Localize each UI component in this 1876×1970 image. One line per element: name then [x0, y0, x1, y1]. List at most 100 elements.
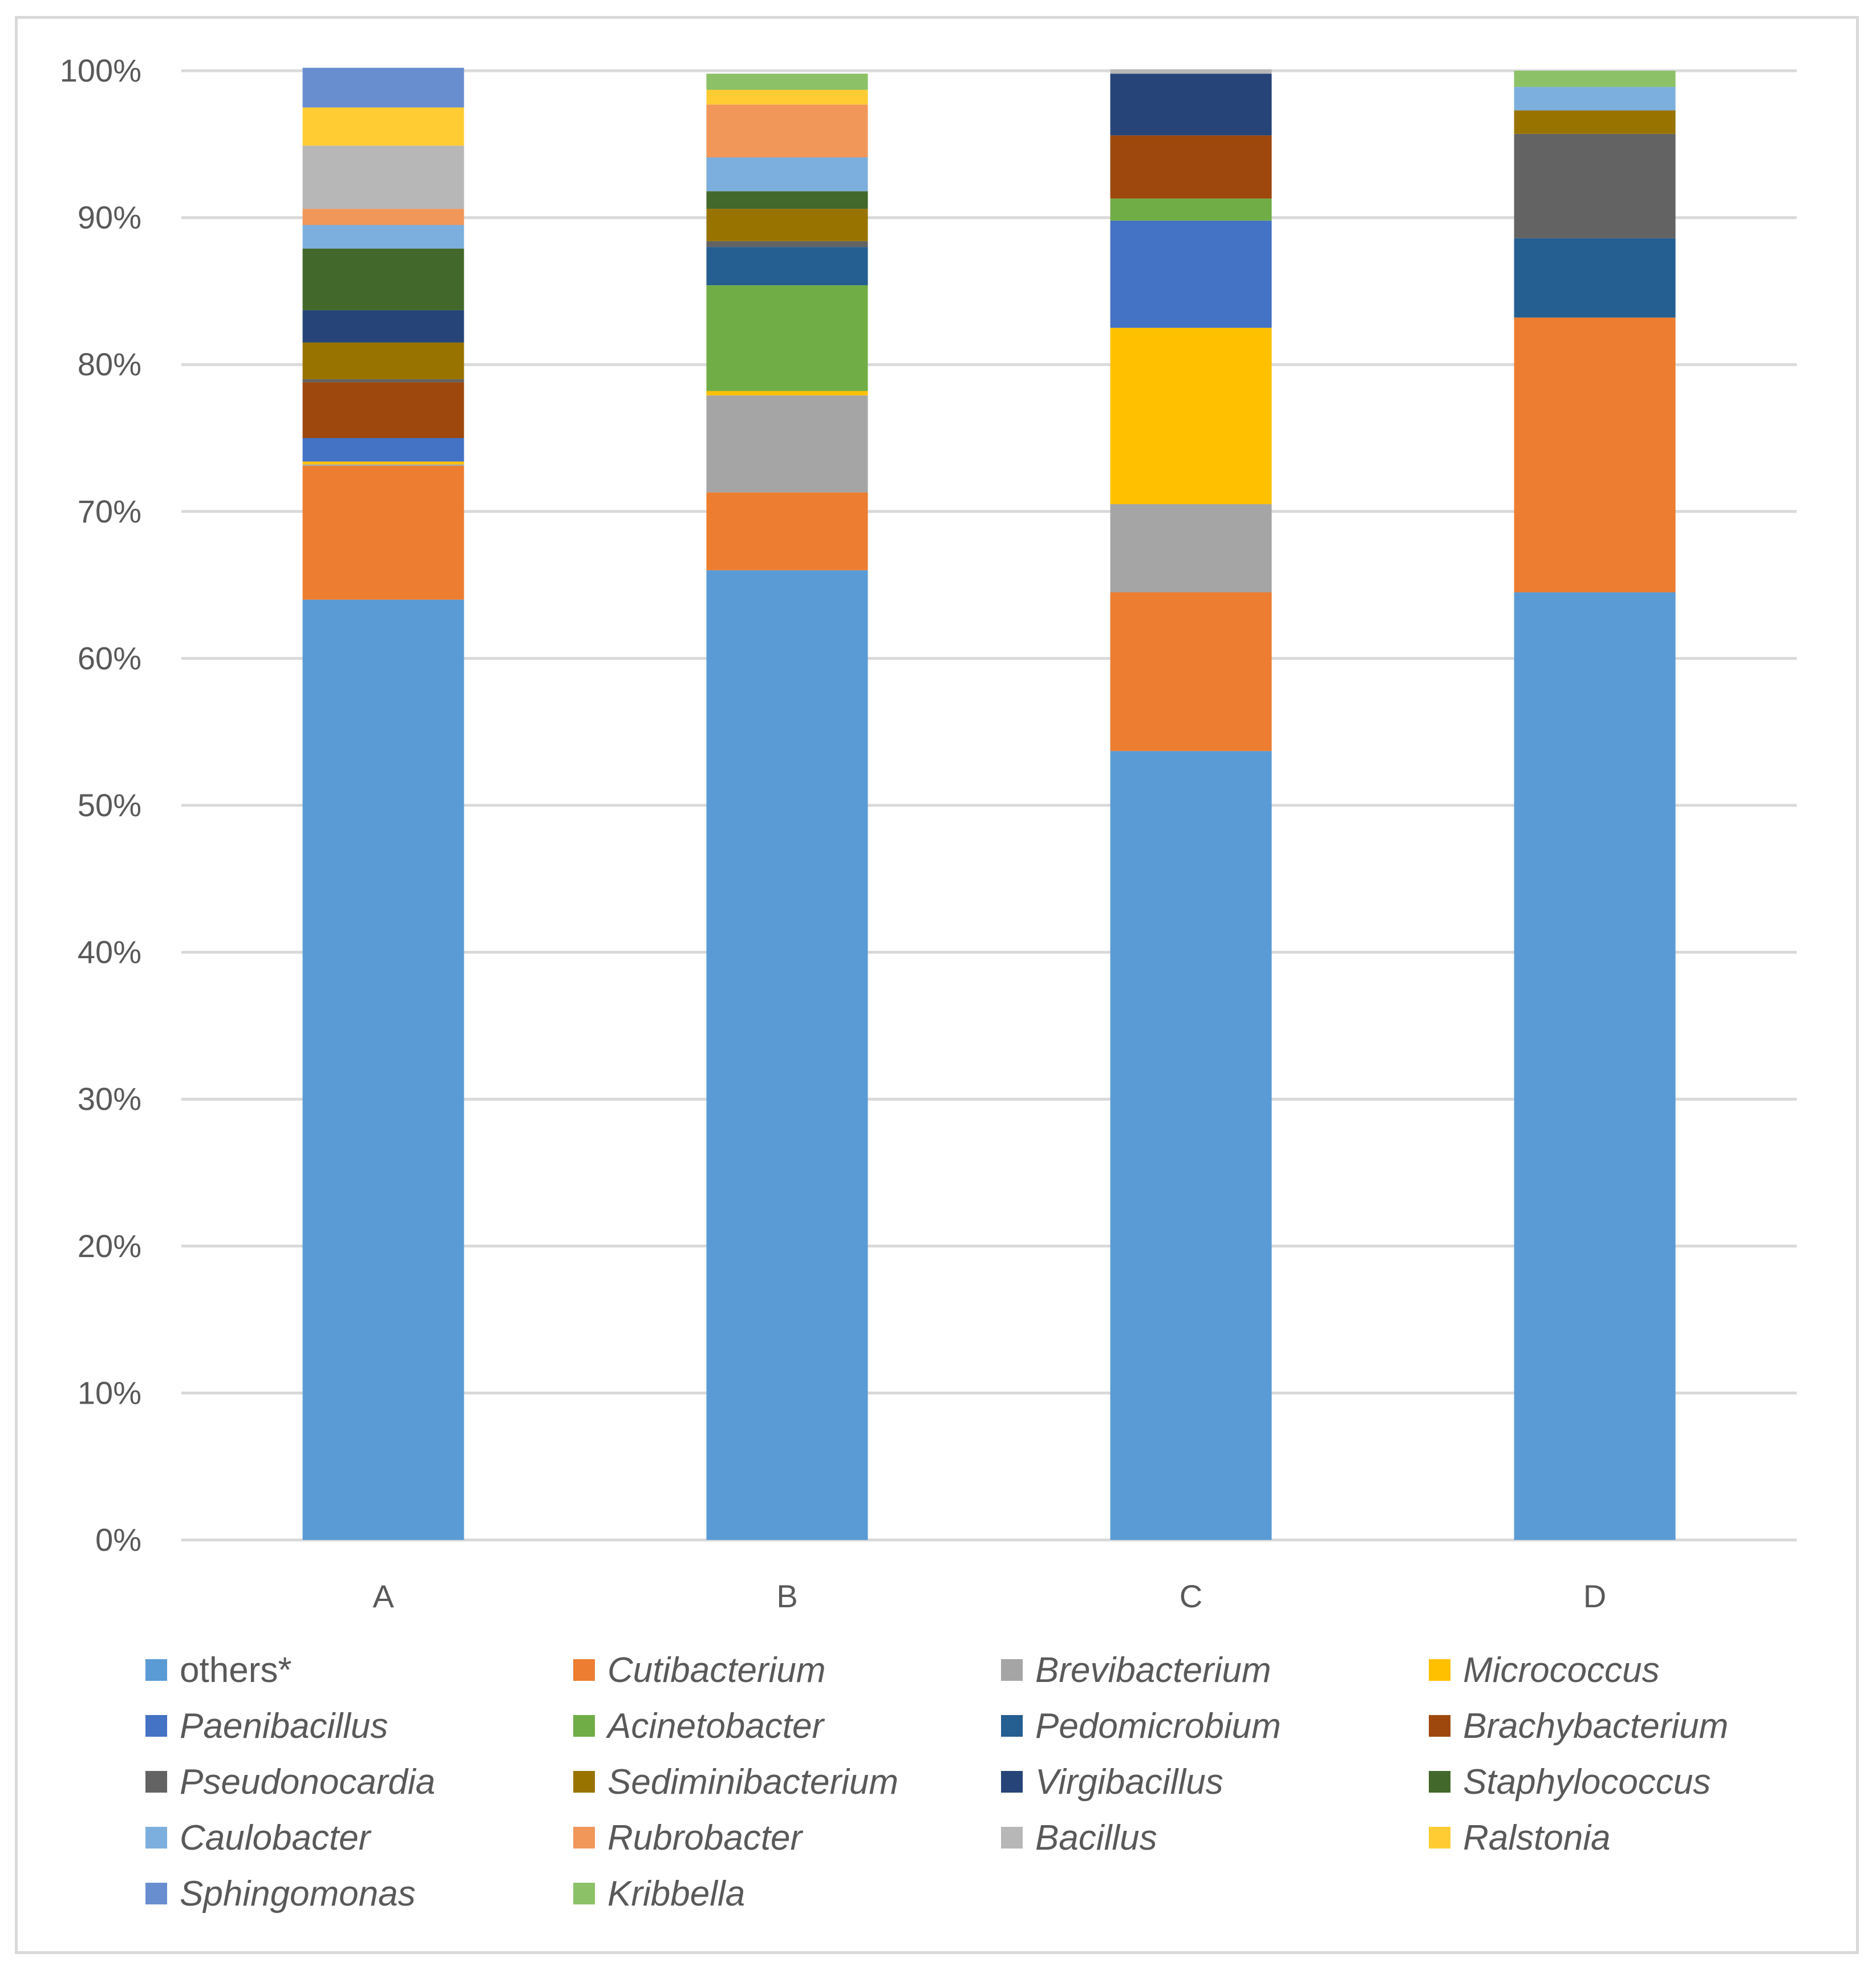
legend-item: Ralstonia — [1429, 1816, 1851, 1859]
legend-label: Cutibacterium — [607, 1650, 826, 1690]
legend-label: Kribbella — [607, 1874, 745, 1914]
bar-segment — [706, 157, 868, 192]
legend-item: Kribbella — [573, 1872, 1001, 1915]
bar-segment — [1110, 220, 1272, 328]
bar-segment — [1110, 69, 1272, 74]
bar-segment — [1110, 198, 1272, 221]
legend-swatch — [1429, 1827, 1450, 1849]
legend-item: Bacillus — [1001, 1816, 1429, 1859]
legend-item: Virgibacillus — [1001, 1760, 1429, 1803]
legend-label: Staphylococcus — [1463, 1762, 1711, 1802]
legend-swatch — [145, 1715, 167, 1737]
legend-swatch — [145, 1659, 167, 1681]
x-tick-label: B — [776, 1578, 797, 1614]
y-axis-ticks: 0% 10% 20% 30% 40% 50% 60% 70% 80% 90% 100% — [60, 52, 141, 1558]
bar-segment — [706, 90, 868, 105]
bar-segment — [302, 465, 464, 600]
legend-item: Sediminibacterium — [573, 1760, 1001, 1803]
bar-segment — [706, 209, 868, 241]
bar-segment — [706, 492, 868, 570]
bar-segment — [706, 191, 868, 209]
legend-swatch — [1001, 1715, 1023, 1737]
legend-label: Ralstonia — [1463, 1818, 1611, 1858]
legend-swatch — [1429, 1659, 1450, 1681]
bar-segment — [302, 248, 464, 310]
bar-segment — [302, 342, 464, 379]
legend-label: Pedomicrobium — [1035, 1706, 1281, 1746]
bar-segment — [1110, 74, 1272, 136]
bar-segment — [302, 310, 464, 343]
bar-segment — [302, 379, 464, 383]
legend-item: Staphylococcus — [1429, 1760, 1851, 1803]
bar-segment — [1514, 238, 1676, 318]
legend-label: Micrococcus — [1463, 1650, 1660, 1690]
legend-swatch — [1001, 1771, 1023, 1793]
legend-item: Paenibacillus — [145, 1704, 573, 1748]
legend-item: Brevibacterium — [1001, 1648, 1429, 1692]
legend-item: others* — [145, 1648, 573, 1692]
legend-label: Paenibacillus — [180, 1706, 388, 1746]
bar-segment — [302, 145, 464, 209]
bar-segment — [302, 107, 464, 146]
bar-segment — [302, 599, 464, 1540]
bar-segment — [706, 247, 868, 286]
legend-swatch — [145, 1771, 167, 1793]
x-tick-label: A — [372, 1578, 394, 1614]
legend-item: Caulobacter — [145, 1816, 573, 1859]
y-tick-label: 90% — [78, 200, 141, 236]
x-tick-label: D — [1583, 1578, 1606, 1614]
legend-label: Rubrobacter — [607, 1818, 803, 1858]
y-tick-label: 70% — [78, 493, 141, 529]
legend-label: Sphingomonas — [180, 1874, 416, 1914]
y-tick-label: 80% — [78, 346, 141, 382]
legend-swatch — [573, 1715, 595, 1737]
legend-swatch — [573, 1883, 595, 1904]
legend-label: Brachybacterium — [1463, 1706, 1729, 1746]
y-tick-label: 60% — [78, 640, 141, 676]
legend-item: Sphingomonas — [145, 1872, 573, 1915]
legend-item: Micrococcus — [1429, 1648, 1851, 1692]
x-tick-label: C — [1180, 1578, 1202, 1614]
bar-segment — [1514, 592, 1676, 1540]
legend-item: Acinetobacter — [573, 1704, 1001, 1748]
y-tick-label: 30% — [78, 1081, 141, 1117]
bar-segment — [302, 461, 464, 465]
legend-item: Cutibacterium — [573, 1648, 1001, 1692]
bar-segment — [1514, 71, 1676, 87]
legend-swatch — [1001, 1827, 1023, 1849]
legend-label: Virgibacillus — [1035, 1762, 1223, 1802]
legend-swatch — [145, 1827, 167, 1849]
y-tick-label: 100% — [60, 52, 141, 88]
bar-segment — [302, 438, 464, 462]
legend-swatch — [1001, 1659, 1023, 1681]
legend-label: Acinetobacter — [607, 1706, 824, 1746]
bar-segment — [706, 241, 868, 248]
legend-label: Pseudonocardia — [180, 1762, 436, 1802]
bar-segment — [1514, 133, 1676, 238]
bar-segment — [706, 74, 868, 90]
x-axis-ticks: A B C D — [372, 1578, 1606, 1614]
bars — [302, 67, 1676, 1540]
legend-swatch — [573, 1771, 595, 1793]
bar-segment — [706, 395, 868, 493]
bar-segment — [302, 464, 464, 466]
legend-label: Brevibacterium — [1035, 1650, 1271, 1690]
y-tick-label: 20% — [78, 1228, 141, 1264]
bar-segment — [302, 225, 464, 249]
legend-item: Rubrobacter — [573, 1816, 1001, 1859]
bar-segment — [302, 67, 464, 108]
legend-swatch — [573, 1659, 595, 1681]
legend: others* Cutibacterium Brevibacterium Microc… — [145, 1648, 1851, 1915]
y-tick-label: 50% — [78, 787, 141, 823]
bar-segment — [302, 382, 464, 438]
bar-segment — [706, 285, 868, 391]
legend-item: Pseudonocardia — [145, 1760, 573, 1803]
legend-swatch — [573, 1827, 595, 1849]
legend-label: Sediminibacterium — [607, 1762, 898, 1802]
y-tick-label: 40% — [78, 934, 141, 970]
legend-item: Brachybacterium — [1429, 1704, 1851, 1748]
bar-segment — [302, 209, 464, 225]
bar-segment — [706, 570, 868, 1540]
legend-swatch — [1429, 1771, 1450, 1793]
legend-item: Pedomicrobium — [1001, 1704, 1429, 1748]
